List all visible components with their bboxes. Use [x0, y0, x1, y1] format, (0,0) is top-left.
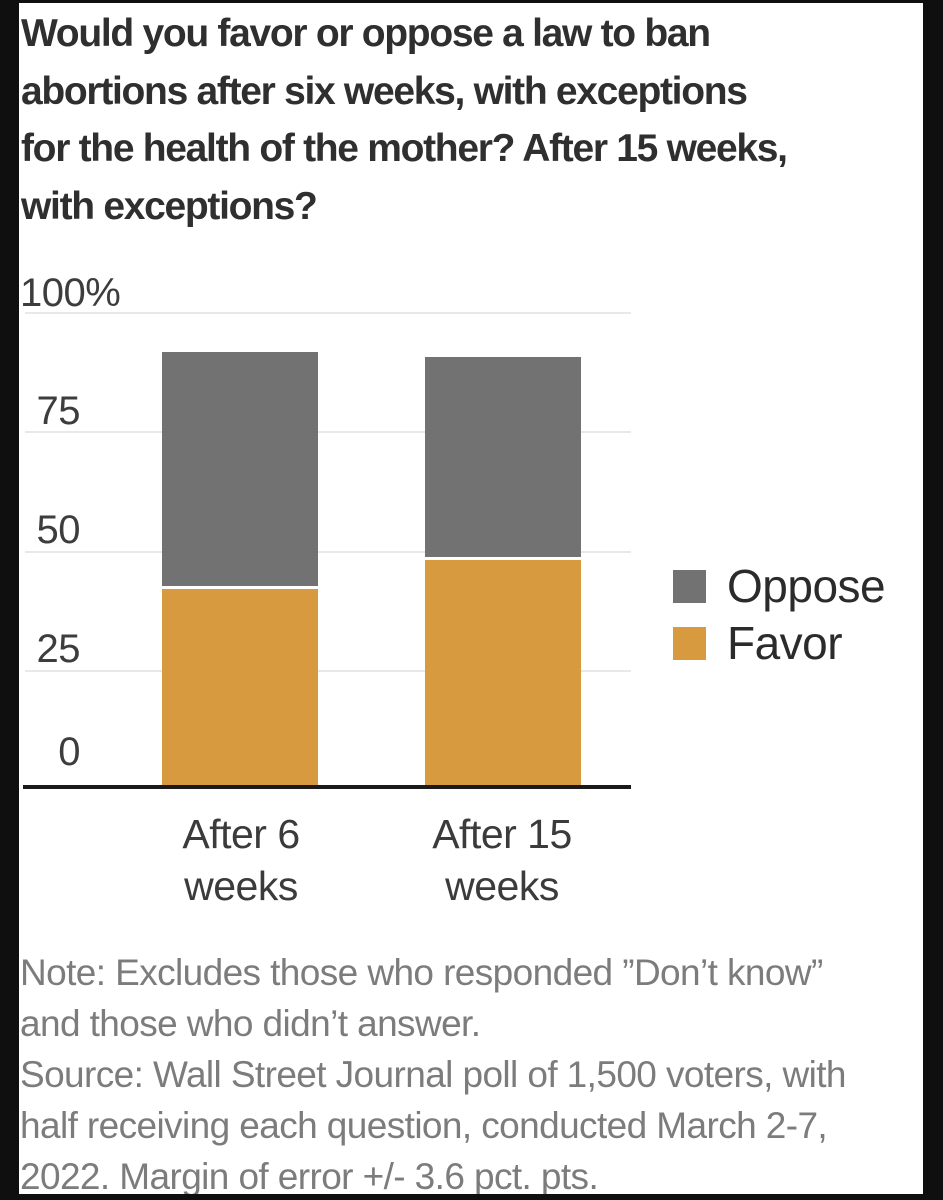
chart-title-line: for the health of the mother? After 15 w… — [21, 127, 788, 170]
x-label-line: weeks — [184, 863, 298, 909]
oppose-swatch-icon — [673, 569, 706, 603]
favor-swatch-icon — [673, 626, 706, 660]
bar-segment-oppose — [425, 356, 581, 558]
legend-label-favor: Favor — [727, 617, 843, 669]
legend-row-oppose: Oppose — [673, 560, 886, 612]
plot-area — [23, 312, 632, 789]
bar-after-6-weeks — [162, 351, 318, 786]
note-line: and those who didn’t answer. — [20, 1003, 481, 1044]
bar-segment-favor — [162, 585, 318, 786]
legend: Oppose Favor — [673, 560, 886, 669]
source-line: 2022. Margin of error +/- 3.6 pct. pts. — [20, 1156, 599, 1194]
legend-row-favor: Favor — [673, 617, 885, 669]
legend-label-oppose: Oppose — [727, 560, 886, 612]
source-line: Source: Wall Street Journal poll of 1,50… — [20, 1054, 846, 1095]
x-label-line: After 15 — [432, 811, 572, 857]
gridline-75 — [25, 431, 631, 433]
x-label-line: weeks — [445, 863, 559, 909]
bar-segment-oppose — [162, 351, 318, 586]
source-line: half receiving each question, conducted … — [20, 1105, 828, 1146]
chart-title: Would you favor or oppose a law to ban a… — [21, 5, 788, 235]
gridline-25 — [25, 670, 631, 672]
x-label-after-6-weeks: After 6 weeks — [141, 808, 341, 912]
note-line: Note: Excludes those who responded ”Don’… — [20, 952, 823, 993]
chart-card: Would you favor or oppose a law to ban a… — [19, 3, 923, 1194]
y-tick-0: 0 — [58, 730, 80, 774]
y-tick-25: 25 — [36, 627, 81, 671]
footnote-block: Note: Excludes those who responded ”Don’… — [20, 947, 846, 1194]
gridline-100 — [25, 312, 631, 314]
y-tick-75: 75 — [36, 389, 81, 433]
bar-segment-favor — [425, 557, 581, 786]
y-tick-100: 100% — [20, 271, 121, 315]
bar-after-15-weeks — [425, 356, 581, 786]
chart-title-line: Would you favor or oppose a law to ban — [21, 12, 711, 55]
chart-title-line: with exceptions? — [21, 184, 318, 228]
x-label-after-15-weeks: After 15 weeks — [402, 808, 602, 912]
y-tick-50: 50 — [36, 508, 81, 552]
chart-title-line: abortions after six weeks, with exceptio… — [21, 69, 748, 113]
x-axis-baseline — [23, 785, 631, 789]
x-label-line: After 6 — [182, 811, 300, 857]
gridline-50 — [25, 551, 631, 553]
